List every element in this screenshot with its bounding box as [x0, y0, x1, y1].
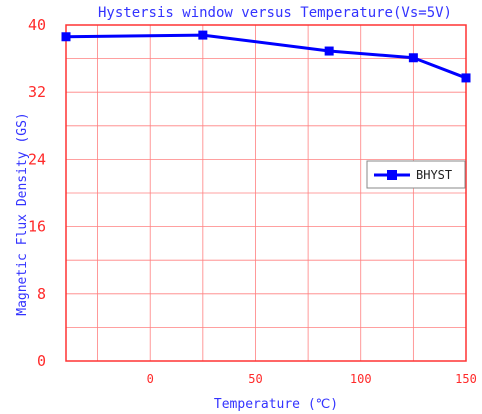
- y-axis-label: Magnetic Flux Density (GS): [15, 112, 30, 316]
- y-tick-label: 0: [37, 352, 46, 370]
- data-point: [324, 46, 334, 56]
- series-line: [65, 33, 467, 80]
- x-tick-label: 100: [350, 372, 372, 386]
- y-tick-label: 16: [28, 218, 46, 236]
- y-tick-label: 8: [37, 285, 46, 303]
- plot-frame: [65, 24, 467, 362]
- legend: BHYST: [366, 160, 466, 189]
- data-point: [61, 32, 71, 42]
- series-bhyst: [61, 30, 471, 83]
- x-axis-label: Temperature (℃): [214, 397, 338, 412]
- legend-label: BHYST: [416, 168, 452, 182]
- x-tick-labels: 0 50 100 150: [147, 372, 477, 386]
- x-tick-label: 50: [248, 372, 262, 386]
- legend-marker: [387, 170, 397, 180]
- x-tick-label: 0: [147, 372, 154, 386]
- y-tick-label: 32: [28, 83, 46, 101]
- y-tick-labels: 0 8 16 24 32 40: [28, 16, 46, 370]
- y-tick-label: 24: [28, 150, 46, 168]
- data-point: [408, 53, 418, 63]
- y-tick-label: 40: [28, 16, 46, 34]
- data-point: [198, 30, 208, 40]
- chart-title: Hystersis window versus Temperature(Vs=5…: [98, 5, 452, 21]
- data-point: [461, 73, 471, 83]
- grid: [66, 25, 466, 361]
- x-tick-label: 150: [455, 372, 477, 386]
